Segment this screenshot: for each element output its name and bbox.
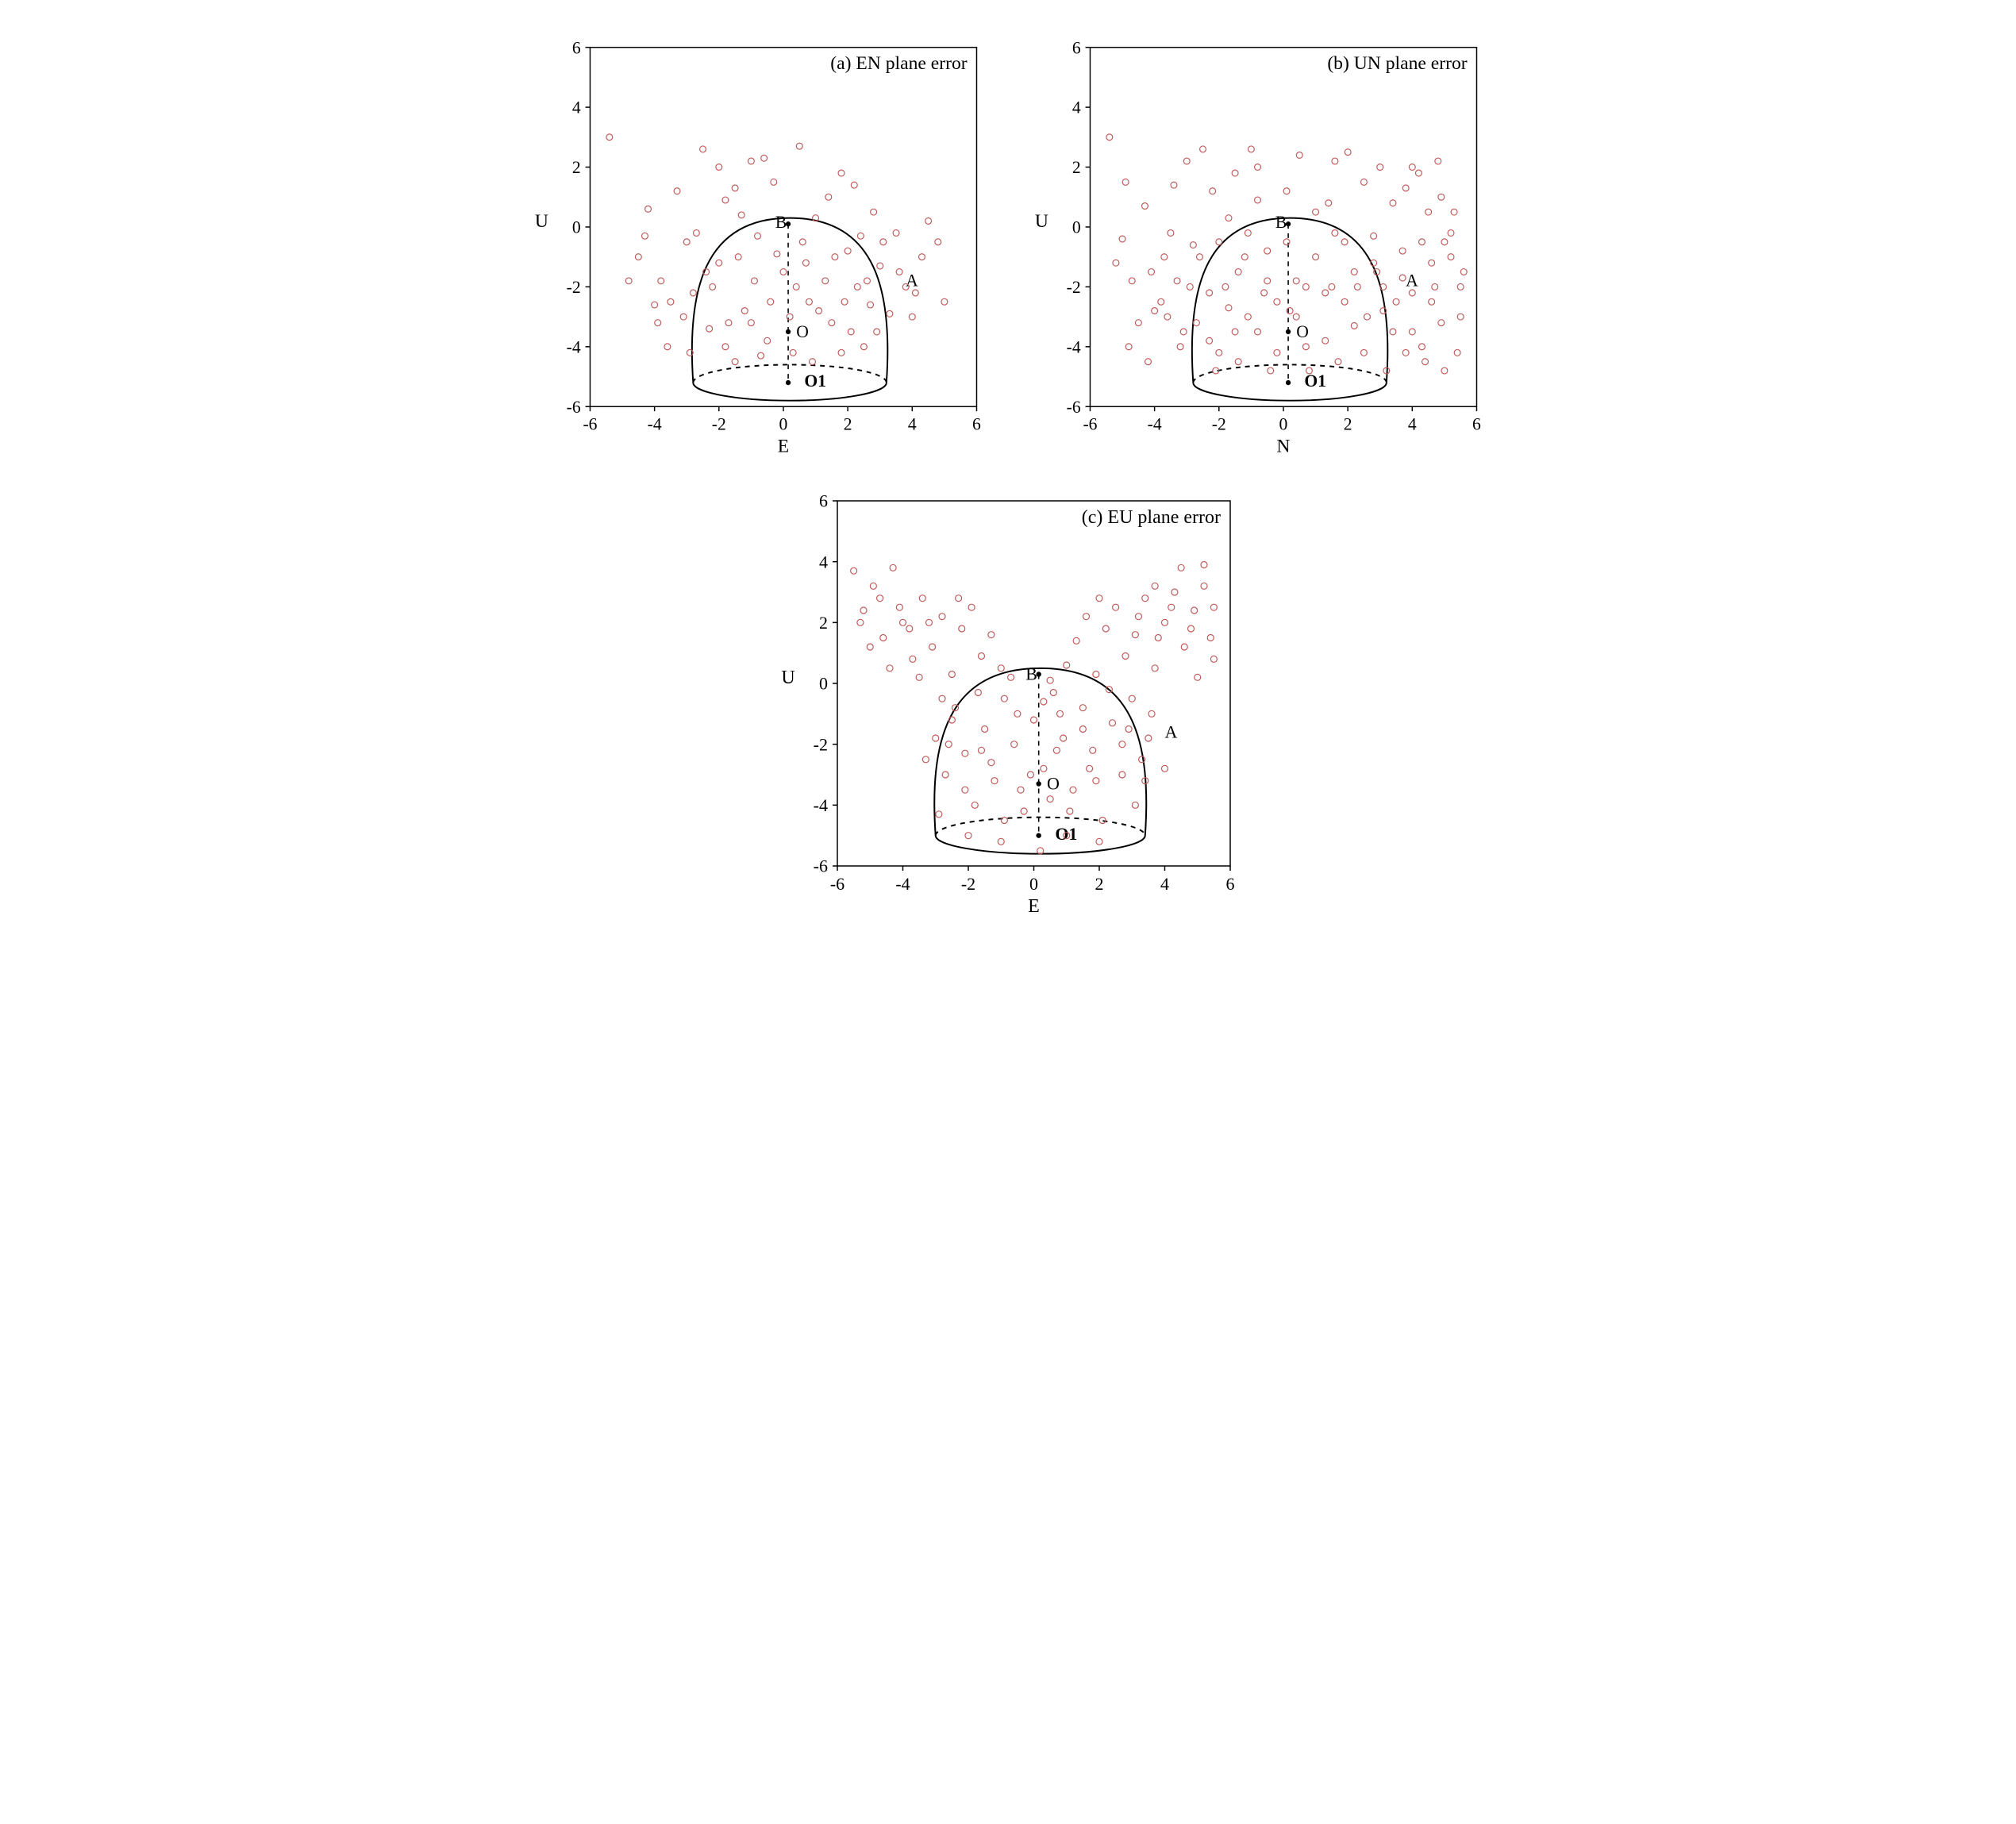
svg-text:-4: -4 [1148,415,1162,434]
svg-text:0: 0 [779,415,788,434]
svg-text:6: 6 [1226,874,1235,894]
svg-text:6: 6 [819,491,828,511]
svg-text:-2: -2 [712,415,726,434]
svg-text:-4: -4 [648,415,662,434]
svg-text:4: 4 [1408,415,1417,434]
xlabel: N [1276,436,1290,456]
svg-text:2: 2 [1072,158,1081,177]
svg-text:-6: -6 [1083,415,1097,434]
dome-O1_point [786,380,791,385]
svg-text:6: 6 [572,38,581,57]
panel-b: -6 -4 -2 0 2 4 6 -6 -4 -2 0 2 4 6 N U (b) UN plane error… [1016,32,1500,469]
svg-text:-4: -4 [1067,337,1081,356]
dome-O_point [1286,329,1291,334]
dome-label_A: A [906,271,918,291]
dome-O1_point [1286,380,1291,385]
svg-text:-2: -2 [1212,415,1226,434]
svg-text:4: 4 [819,552,828,571]
svg-text:-6: -6 [1067,398,1081,417]
svg-text:2: 2 [572,158,581,177]
svg-text:2: 2 [1344,415,1352,434]
svg-text:-6: -6 [814,856,828,876]
dome-label_O: O [1296,322,1309,341]
dome-label_B: B [1275,213,1287,232]
svg-text:-4: -4 [814,795,828,815]
svg-text:-4: -4 [567,337,581,356]
svg-text:4: 4 [908,415,917,434]
svg-text:0: 0 [1279,415,1288,434]
panel-title: (a) EN plane error [830,53,968,74]
svg-text:0: 0 [1072,218,1081,237]
svg-text:2: 2 [819,613,828,633]
figure-grid: -6 -4 -2 0 2 4 6 -6 -4 -2 0 2 4 6 E U (a) EN plane error… [516,32,1500,929]
svg-text:6: 6 [1472,415,1481,434]
svg-text:-2: -2 [814,734,828,754]
svg-text:4: 4 [1072,98,1081,117]
dome-label_O1: O1 [1304,371,1326,391]
svg-text:6: 6 [972,415,981,434]
ylabel: U [1035,211,1048,232]
dome-label_A: A [1406,271,1418,291]
ylabel: U [781,668,794,688]
panel-title: (c) EU plane error [1082,507,1221,528]
svg-text:4: 4 [572,98,581,117]
svg-text:-6: -6 [583,415,597,434]
dome-O_point [1036,781,1041,786]
svg-text:4: 4 [1160,874,1169,894]
svg-text:6: 6 [1072,38,1081,57]
svg-text:2: 2 [1095,874,1104,894]
xlabel: E [1028,896,1040,917]
dome-label_O1: O1 [804,371,826,391]
svg-text:-6: -6 [567,398,581,417]
panel-c: -6 -4 -2 0 2 4 6 -6 -4 -2 0 2 4 6 E U (c) EU plane error… [762,485,1254,929]
svg-text:2: 2 [844,415,852,434]
dome-label_B: B [1025,664,1037,683]
svg-text:-2: -2 [961,874,975,894]
panel-title: (b) UN plane error [1327,53,1467,74]
svg-text:0: 0 [1029,874,1038,894]
svg-text:0: 0 [819,674,828,694]
dome-O1_point [1036,833,1041,837]
dome-label_O: O [796,322,809,341]
svg-text:-2: -2 [1067,278,1081,297]
panel-c-svg: -6 -4 -2 0 2 4 6 -6 -4 -2 0 2 4 6 E U (c) EU plane error… [762,485,1254,929]
dome-label_A: A [1165,722,1178,741]
dome-O_point [786,329,791,334]
svg-text:0: 0 [572,218,581,237]
dome-label_O1: O1 [1055,824,1077,844]
svg-text:-2: -2 [567,278,581,297]
svg-text:-4: -4 [895,874,910,894]
panel-b-svg: -6 -4 -2 0 2 4 6 -6 -4 -2 0 2 4 6 N U (b) UN plane error… [1016,32,1500,469]
xlabel: E [778,436,789,456]
svg-text:-6: -6 [830,874,844,894]
ylabel: U [535,211,548,232]
dome-label_O: O [1047,773,1060,793]
dome-label_B: B [775,213,787,232]
panel-a: -6 -4 -2 0 2 4 6 -6 -4 -2 0 2 4 6 E U (a) EN plane error… [516,32,1000,469]
panel-a-svg: -6 -4 -2 0 2 4 6 -6 -4 -2 0 2 4 6 E U (a) EN plane error… [516,32,1000,469]
